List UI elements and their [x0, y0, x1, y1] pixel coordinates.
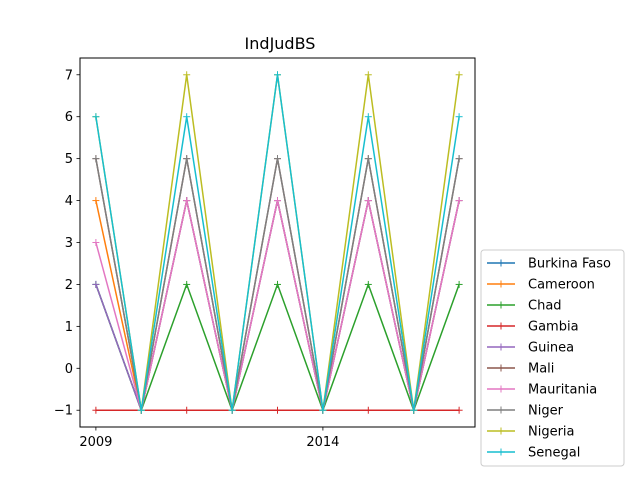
- data-point: [455, 71, 463, 79]
- y-tick-label: −1: [54, 404, 73, 419]
- data-point: [183, 113, 191, 121]
- y-tick-label: 3: [65, 236, 73, 251]
- legend-item: Chad: [487, 299, 562, 314]
- legend-item: Guinea: [487, 341, 574, 356]
- data-point: [364, 113, 372, 121]
- plot-frame: [79, 57, 476, 428]
- data-point: [455, 280, 463, 288]
- legend-item: Mauritania: [487, 383, 597, 398]
- data-point: [183, 71, 191, 79]
- y-tick-label: 6: [65, 110, 73, 125]
- y-tick-label: 1: [65, 320, 73, 335]
- legend-item: Niger: [487, 404, 564, 419]
- legend-label: Nigeria: [528, 425, 575, 440]
- legend-frame: [480, 249, 625, 467]
- y-axis: −1 0 1 2 3 4 5 6 7: [54, 68, 80, 419]
- data-point: [92, 113, 100, 121]
- series-9: [92, 71, 463, 414]
- data-point: [274, 197, 281, 205]
- data-point: [183, 406, 191, 414]
- series-layer: [92, 71, 463, 414]
- data-point: [183, 155, 191, 163]
- data-point: [364, 406, 372, 414]
- legend-label: Burkina Faso: [528, 257, 611, 272]
- data-point: [274, 406, 281, 414]
- legend-label: Guinea: [528, 341, 574, 356]
- legend-label: Mali: [528, 362, 554, 377]
- data-point: [183, 280, 191, 288]
- legend: Burkina Faso Cameroon Chad Gambia Guinea Mali…: [480, 249, 625, 467]
- data-point: [455, 113, 463, 121]
- data-point: [364, 155, 372, 163]
- data-point: [92, 197, 100, 205]
- data-point: [455, 197, 463, 205]
- series-3: [92, 406, 463, 414]
- series-2: [92, 280, 463, 414]
- legend-item: Burkina Faso: [487, 257, 611, 272]
- y-tick-label: 7: [65, 68, 73, 83]
- data-point: [455, 406, 463, 414]
- data-point: [92, 239, 100, 246]
- data-point: [274, 71, 281, 79]
- data-point: [137, 406, 145, 414]
- series-line: [95, 200, 460, 411]
- legend-label: Cameroon: [528, 278, 595, 293]
- x-tick-label: 2009: [79, 435, 112, 450]
- legend-item: Senegal: [487, 446, 580, 461]
- data-point: [274, 155, 281, 163]
- data-point: [410, 406, 418, 414]
- legend-label: Gambia: [528, 320, 579, 335]
- data-point: [455, 155, 463, 163]
- legend-item: Mali: [487, 362, 554, 377]
- data-point: [364, 197, 372, 205]
- data-point: [92, 406, 100, 414]
- series-8: [92, 71, 463, 414]
- data-point: [183, 197, 191, 205]
- data-point: [274, 280, 281, 288]
- y-tick-label: 2: [65, 278, 73, 293]
- x-tick-label: 2014: [306, 435, 339, 450]
- y-tick-label: 5: [65, 152, 73, 167]
- legend-label: Senegal: [528, 446, 580, 461]
- data-point: [92, 155, 100, 163]
- data-point: [92, 280, 100, 288]
- legend-label: Chad: [528, 299, 562, 314]
- y-tick-label: 4: [65, 194, 73, 209]
- series-line: [95, 200, 460, 413]
- series-6: [92, 197, 463, 414]
- chart-title: IndJudBS: [245, 34, 316, 53]
- series-line: [95, 200, 460, 413]
- data-point: [364, 280, 372, 288]
- legend-item: Nigeria: [487, 425, 575, 440]
- legend-label: Mauritania: [528, 383, 597, 398]
- data-point: [364, 71, 372, 79]
- data-point: [228, 406, 236, 414]
- y-tick-label: 0: [65, 362, 73, 377]
- legend-label: Niger: [528, 404, 564, 419]
- legend-item: Cameroon: [487, 278, 595, 293]
- series-line: [95, 200, 460, 411]
- x-axis: 2009 2014: [79, 427, 339, 450]
- legend-item: Gambia: [487, 320, 579, 335]
- data-point: [319, 406, 327, 414]
